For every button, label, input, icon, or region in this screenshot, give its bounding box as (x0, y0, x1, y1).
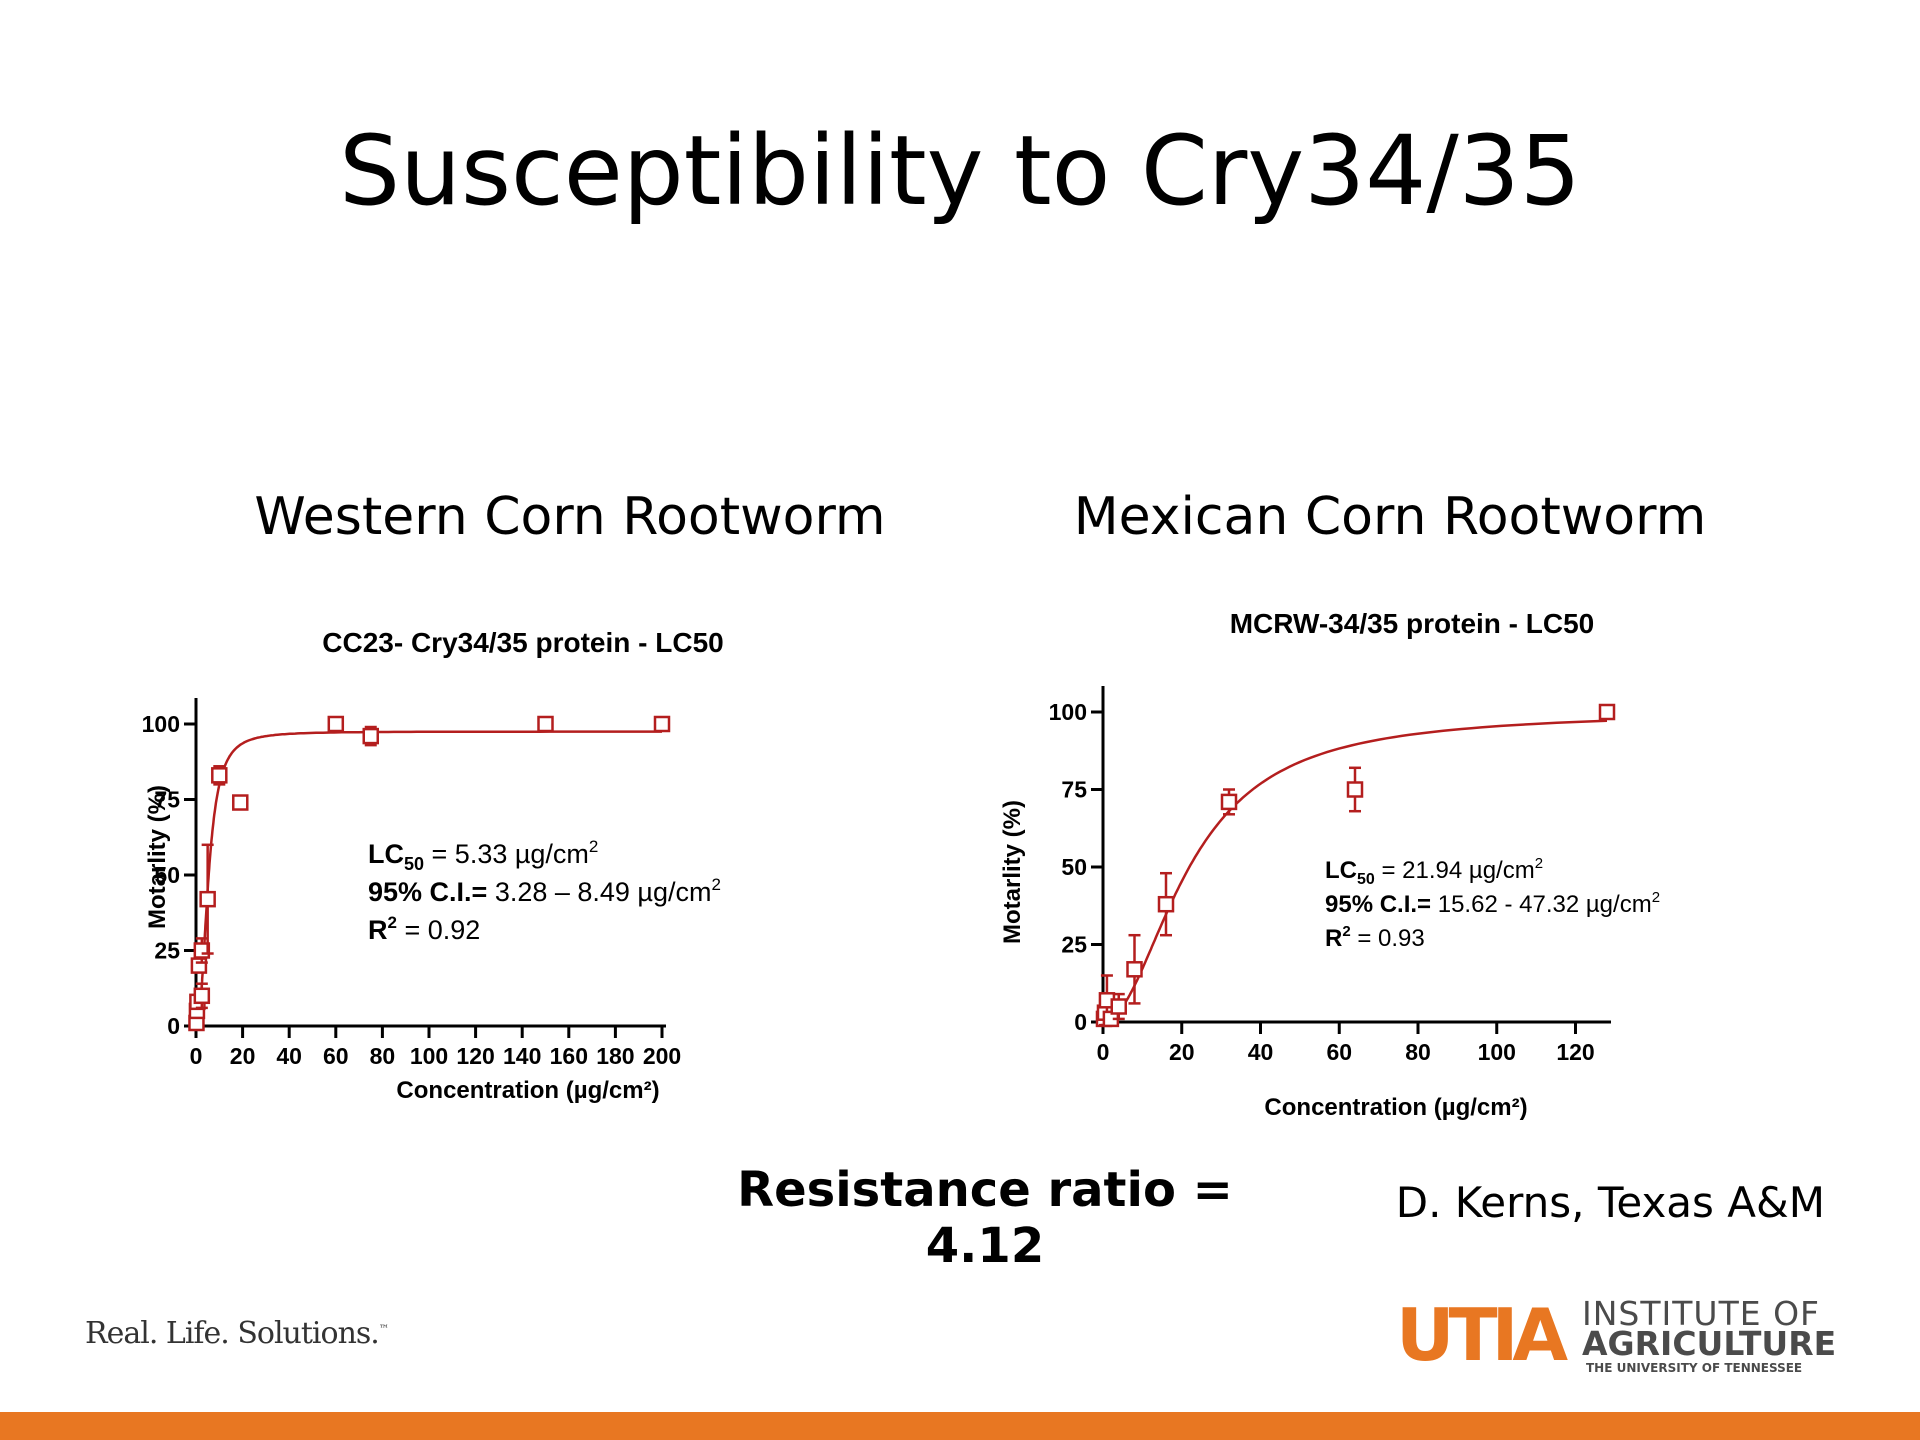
y-tick-label: 25 (154, 938, 180, 964)
x-tick-label: 180 (596, 1043, 634, 1069)
utia-logo: UTIA INSTITUTE OF AGRICULTURE THE UNIVER… (1396, 1297, 1836, 1377)
plot-area: 0 25 50 75 100 0 20 40 60 80 100 120 (1049, 686, 1616, 1065)
ci-annotation: 95% C.I.= 15.62 - 47.32 µg/cm2 (1325, 889, 1660, 918)
x-tick-label: 0 (1097, 1039, 1110, 1065)
chart-title: MCRW-34/35 protein - LC50 (1230, 608, 1595, 639)
x-tick-label: 80 (1405, 1039, 1431, 1065)
logo-line-1: INSTITUTE OF (1582, 1294, 1821, 1333)
y-tick-label: 0 (167, 1013, 180, 1039)
y-tick-label: 100 (1049, 699, 1087, 725)
credit: D. Kerns, Texas A&M (1395, 1178, 1825, 1227)
data-point (537, 715, 554, 733)
x-tick-label: 100 (1478, 1039, 1516, 1065)
x-tick-label: 20 (230, 1043, 256, 1069)
x-tick-label: 20 (1169, 1039, 1195, 1065)
data-point (190, 957, 208, 974)
x-tick-label: 120 (1556, 1039, 1594, 1065)
data-point (1110, 998, 1127, 1015)
y-tick-label: 50 (1061, 854, 1087, 880)
chart-title: CC23- Cry34/35 protein - LC50 (322, 627, 723, 658)
y-axis-label: Motarlity (%) (999, 800, 1026, 944)
lc50-annotation: LC50 = 21.94 µg/cm2 (1325, 855, 1543, 888)
logo-line-3: THE UNIVERSITY OF TENNESSEE (1586, 1361, 1803, 1375)
y-tick-label: 0 (1074, 1009, 1087, 1035)
y-tick-label: 75 (154, 787, 180, 813)
y-axis-label: Motarlity (%) (144, 785, 171, 929)
data-point (1126, 961, 1143, 978)
slide-title: Susceptibility to Cry34/35 (339, 115, 1581, 227)
x-tick-label: 140 (503, 1043, 541, 1069)
data-point (1157, 895, 1175, 913)
ci-annotation: 95% C.I.= 3.28 – 8.49 µg/cm2 (368, 875, 721, 907)
x-tick-label: 0 (190, 1043, 203, 1069)
mcrw-lc50-chart: MCRW-34/35 protein - LC50 Motarlity (%) … (999, 608, 1660, 1121)
x-tick-label: 40 (276, 1043, 302, 1069)
x-tick-label: 100 (410, 1043, 448, 1069)
wcr-lc50-chart: CC23- Cry34/35 protein - LC50 Motarlity … (142, 627, 724, 1104)
x-tick-label: 40 (1248, 1039, 1274, 1065)
data-point (1598, 703, 1616, 721)
x-tick-label: 160 (550, 1043, 588, 1069)
data-point (211, 767, 228, 784)
data-point (653, 715, 671, 733)
lc50-annotation: LC50 = 5.33 µg/cm2 (368, 837, 598, 874)
data-point (327, 715, 345, 733)
r2-annotation: R2 = 0.92 (368, 913, 480, 945)
data-point (199, 890, 216, 908)
western-corn-rootworm-heading: Western Corn Rootworm (254, 487, 886, 547)
y-tick-label: 25 (1061, 932, 1087, 958)
x-tick-label: 60 (1326, 1039, 1352, 1065)
x-tick-label: 120 (456, 1043, 494, 1069)
y-tick-label: 75 (1061, 777, 1087, 803)
x-tick-label: 80 (370, 1043, 396, 1069)
plot-area: 0 25 50 75 100 0 20 40 60 80 100 120 140 160 180 200 (142, 698, 681, 1069)
x-axis-label: Concentration (µg/cm²) (396, 1077, 659, 1104)
logo-line-2: AGRICULTURE (1582, 1324, 1837, 1363)
data-point (232, 794, 249, 811)
data-point (362, 727, 379, 745)
mexican-corn-rootworm-heading: Mexican Corn Rootworm (1073, 487, 1707, 547)
tagline: Real. Life. Solutions.™ (85, 1316, 389, 1351)
data-point (193, 987, 211, 1005)
x-tick-label: 60 (323, 1043, 349, 1069)
x-tick-label: 200 (643, 1043, 681, 1069)
r2-annotation: R2 = 0.93 (1325, 923, 1425, 952)
utia-logo-mark: UTIA (1396, 1293, 1568, 1377)
footer-bar (0, 1412, 1920, 1440)
resistance-ratio: Resistance ratio = 4.12 (737, 1162, 1233, 1274)
x-axis-label: Concentration (µg/cm²) (1264, 1094, 1527, 1121)
data-point (1220, 793, 1238, 811)
y-tick-label: 100 (142, 711, 180, 737)
y-tick-label: 50 (154, 862, 180, 888)
data-point (1346, 781, 1364, 798)
